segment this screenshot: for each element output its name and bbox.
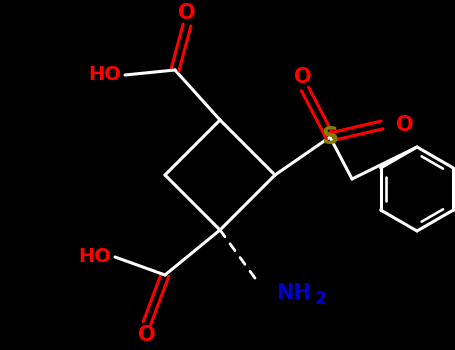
Text: S: S — [321, 125, 339, 149]
Text: O: O — [294, 67, 312, 87]
Text: O: O — [396, 115, 414, 135]
Text: O: O — [138, 325, 156, 345]
Text: 2: 2 — [315, 290, 327, 308]
Text: NH: NH — [276, 283, 311, 303]
Text: HO: HO — [78, 247, 111, 266]
Text: HO: HO — [88, 65, 121, 84]
Text: O: O — [178, 3, 196, 23]
